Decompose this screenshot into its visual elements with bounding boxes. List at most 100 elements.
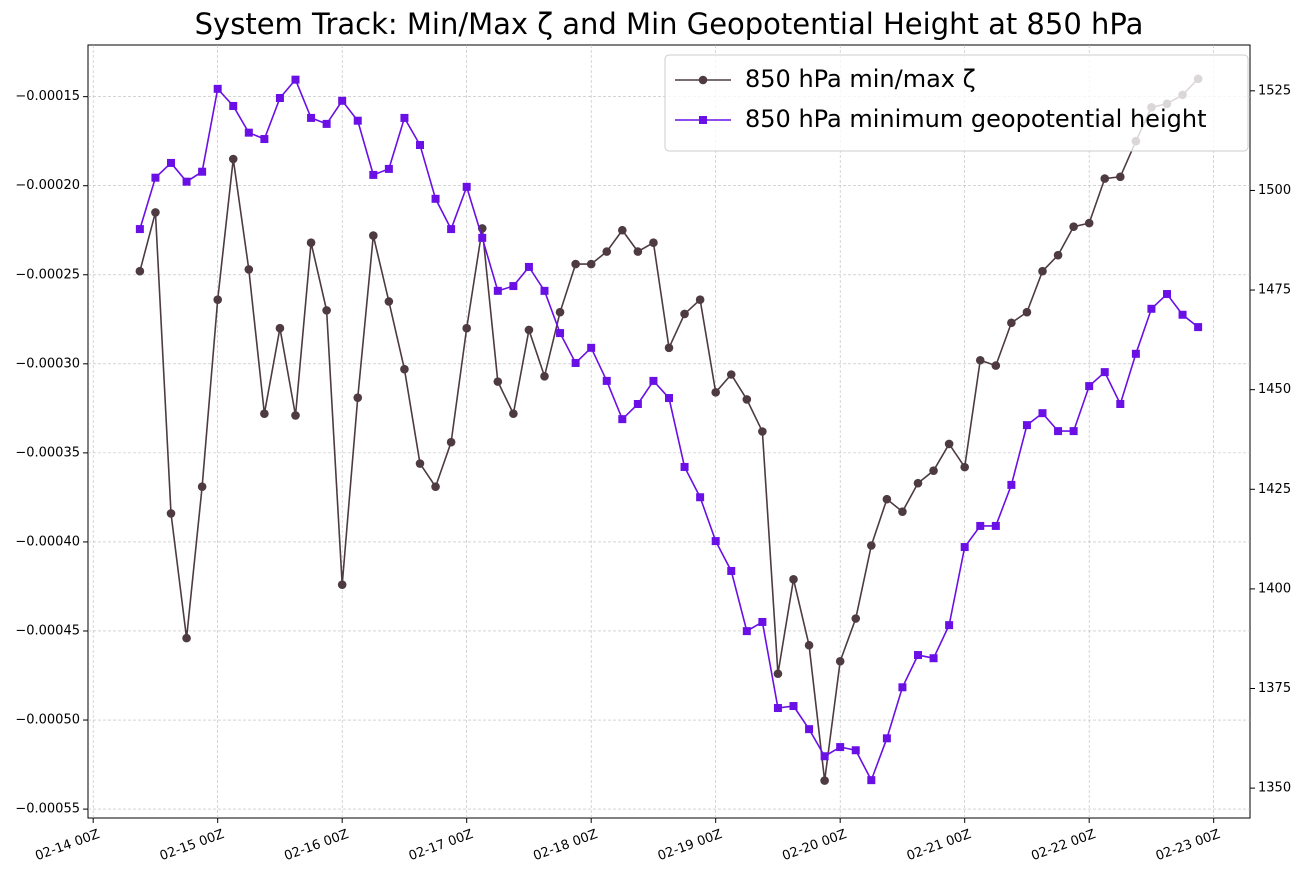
marker (493, 286, 502, 295)
y2-tick-label: 1400 (1258, 581, 1291, 596)
marker (182, 177, 191, 186)
marker (291, 75, 300, 84)
marker (1131, 349, 1140, 358)
y2-tick-label: 1450 (1258, 382, 1291, 397)
marker (446, 437, 456, 447)
marker (789, 575, 798, 584)
marker (198, 167, 207, 176)
x-tick-label: 02-20 00Z (780, 827, 849, 864)
marker (571, 259, 580, 269)
marker (711, 388, 720, 397)
marker (462, 182, 471, 191)
marker (805, 725, 814, 734)
marker (260, 135, 269, 144)
marker (166, 509, 176, 518)
marker (1163, 290, 1171, 299)
marker (758, 617, 767, 626)
y-tick-label: −0.00050 (15, 713, 80, 728)
marker (587, 343, 596, 352)
marker (493, 377, 503, 386)
marker (867, 776, 876, 785)
marker (1100, 174, 1110, 183)
marker (275, 93, 284, 102)
marker (306, 238, 316, 248)
marker (867, 541, 876, 550)
marker (400, 113, 409, 122)
marker (244, 265, 254, 274)
marker (1007, 318, 1016, 328)
marker (1038, 266, 1047, 276)
marker (851, 614, 861, 623)
y2-tick-label: 1350 (1258, 781, 1291, 796)
x-tick-label: 02-21 00Z (905, 827, 974, 864)
marker (914, 651, 922, 660)
marker (975, 355, 985, 365)
marker (478, 233, 487, 242)
marker (431, 482, 440, 492)
marker (586, 259, 596, 269)
legend-marker (698, 75, 708, 85)
marker (882, 734, 891, 743)
marker (1194, 323, 1203, 332)
x-tick-label: 02-16 00Z (282, 827, 351, 864)
x-tick-label: 02-23 00Z (1154, 827, 1223, 864)
marker (447, 225, 456, 234)
marker (835, 656, 845, 666)
x-tick-label: 02-22 00Z (1029, 827, 1098, 864)
marker (1022, 421, 1031, 430)
marker (338, 96, 347, 105)
y2-tick-label: 1475 (1258, 283, 1291, 298)
x-tick-label: 02-17 00Z (407, 827, 476, 864)
marker (991, 521, 1000, 530)
marker (524, 325, 534, 335)
marker (415, 459, 425, 468)
y2-tick-label: 1375 (1258, 681, 1291, 696)
series-line (139, 78, 1199, 781)
marker (1116, 400, 1125, 409)
marker (758, 427, 767, 436)
marker (182, 633, 191, 643)
marker (602, 376, 611, 385)
marker (680, 462, 689, 471)
marker (726, 370, 736, 379)
y-tick-label: −0.00035 (15, 445, 80, 460)
marker (369, 231, 378, 240)
marker (618, 415, 627, 424)
marker (727, 566, 736, 575)
marker (649, 376, 658, 385)
marker (820, 752, 829, 761)
marker (509, 282, 518, 291)
marker (695, 295, 705, 304)
marker (571, 358, 580, 367)
marker (882, 494, 892, 504)
marker (898, 683, 907, 692)
marker (773, 704, 782, 713)
marker (789, 702, 798, 711)
marker (1116, 172, 1125, 182)
marker (540, 371, 549, 381)
y-tick-label: −0.00045 (15, 623, 80, 638)
y-tick-label: −0.00040 (15, 534, 80, 549)
marker (384, 164, 393, 173)
marker (197, 482, 207, 492)
x-tick-label: 02-14 00Z (33, 827, 102, 864)
y-tick-label: −0.00055 (15, 802, 80, 817)
marker (773, 669, 783, 679)
marker (524, 262, 533, 271)
marker (244, 128, 253, 137)
y2-tick-label: 1500 (1258, 183, 1291, 198)
marker (913, 478, 923, 488)
marker (898, 507, 907, 516)
marker (275, 323, 285, 333)
marker (322, 306, 331, 315)
marker (851, 746, 860, 755)
marker (665, 394, 673, 403)
marker (353, 393, 363, 402)
marker (540, 286, 549, 295)
y2-tick-label: 1525 (1258, 83, 1291, 98)
marker (228, 154, 238, 164)
marker (167, 158, 175, 167)
marker (1007, 480, 1016, 489)
marker (291, 411, 300, 420)
marker (213, 84, 222, 93)
